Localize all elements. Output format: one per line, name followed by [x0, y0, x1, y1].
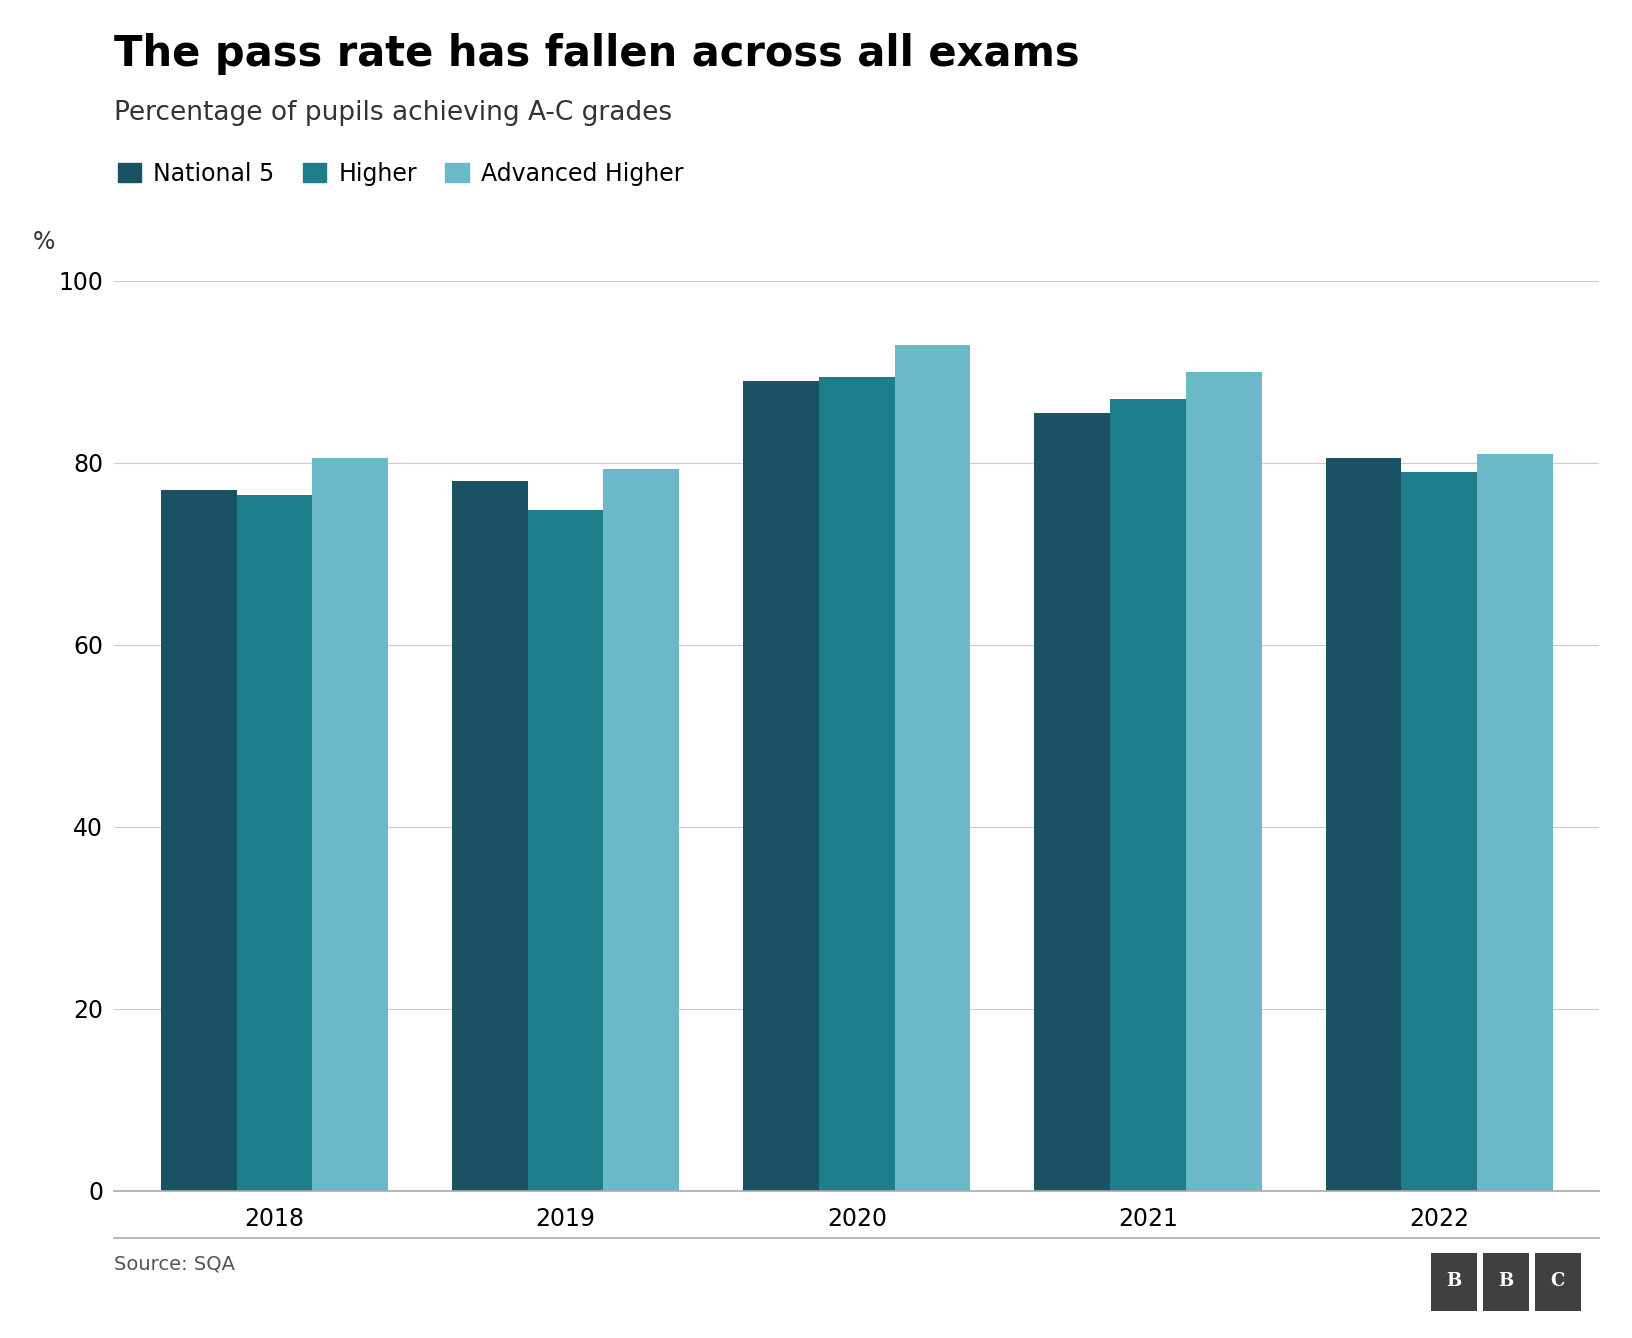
- Text: C: C: [1550, 1271, 1565, 1290]
- Text: Percentage of pupils achieving A-C grades: Percentage of pupils achieving A-C grade…: [114, 100, 672, 126]
- FancyBboxPatch shape: [1534, 1252, 1581, 1311]
- Bar: [527, 510, 604, 1191]
- Text: Source: SQA: Source: SQA: [114, 1255, 235, 1274]
- Bar: [1325, 459, 1402, 1191]
- Bar: [1477, 454, 1552, 1191]
- Bar: [894, 345, 971, 1191]
- FancyBboxPatch shape: [1431, 1252, 1477, 1311]
- Text: %: %: [33, 230, 55, 254]
- Legend: National 5, Higher, Advanced Higher: National 5, Higher, Advanced Higher: [118, 162, 684, 186]
- Bar: [1035, 413, 1110, 1191]
- Bar: [819, 376, 894, 1191]
- FancyBboxPatch shape: [1482, 1252, 1529, 1311]
- Bar: [452, 482, 527, 1191]
- Bar: [743, 381, 819, 1191]
- Bar: [1402, 472, 1477, 1191]
- Bar: [312, 459, 388, 1191]
- Text: B: B: [1498, 1271, 1513, 1290]
- Bar: [1110, 399, 1186, 1191]
- Bar: [1186, 372, 1262, 1191]
- Text: The pass rate has fallen across all exams: The pass rate has fallen across all exam…: [114, 33, 1080, 75]
- Text: B: B: [1446, 1271, 1461, 1290]
- Bar: [162, 490, 237, 1191]
- Bar: [604, 470, 679, 1191]
- Bar: [237, 495, 312, 1191]
